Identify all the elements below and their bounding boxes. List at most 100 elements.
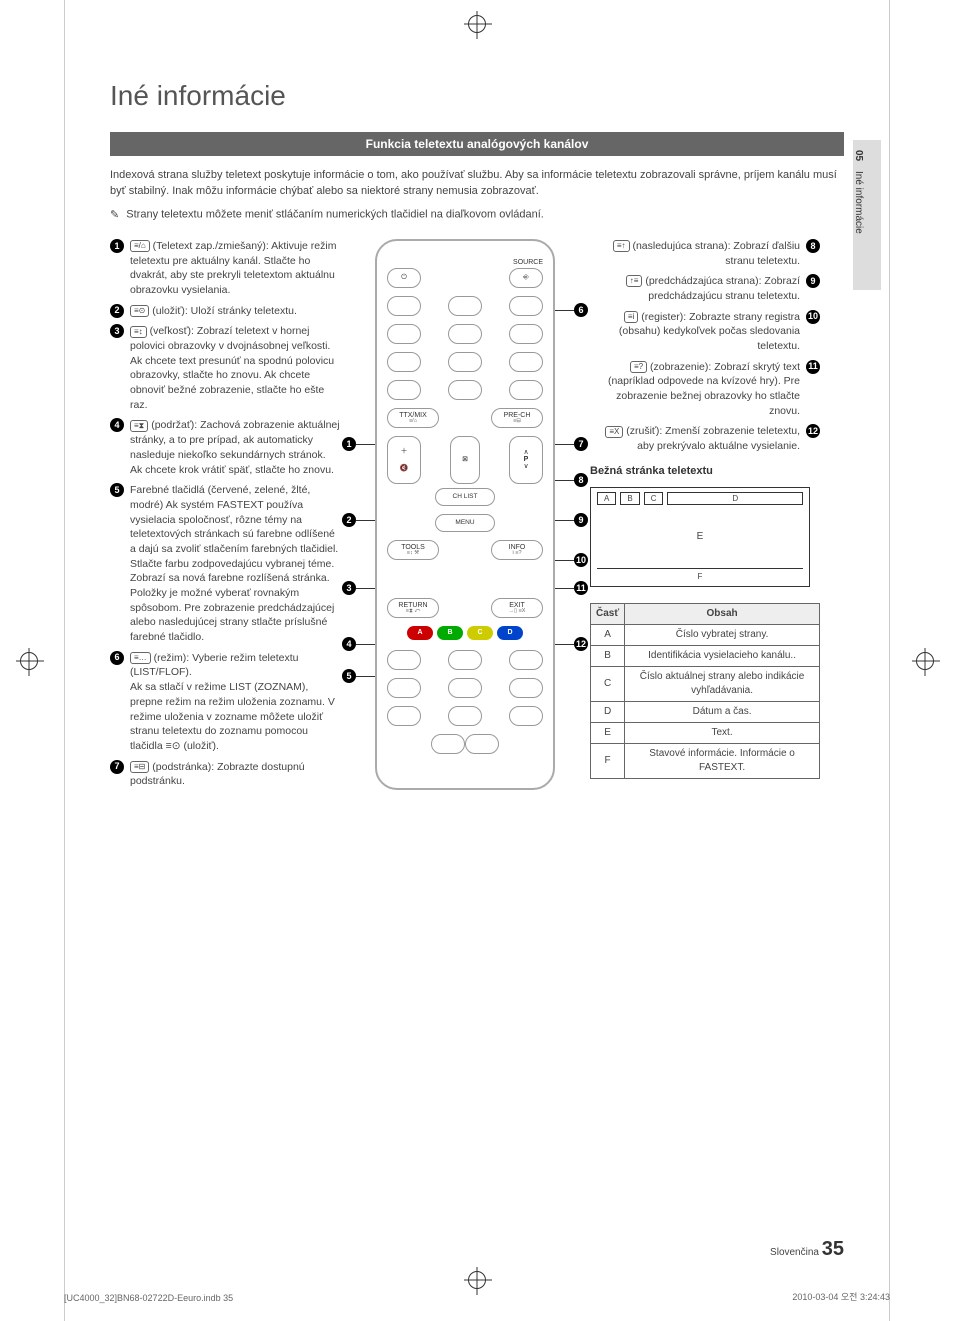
diagram-a: A xyxy=(597,492,616,505)
item-number: 9 xyxy=(806,274,820,288)
table-cell: D xyxy=(591,702,625,723)
table-cell: B xyxy=(591,646,625,667)
item-number: 12 xyxy=(806,424,820,438)
item-text: ≡/⌂ (Teletext zap./zmiešaný): Aktivuje r… xyxy=(130,239,340,298)
exit-button[interactable]: EXIT→▯ ≡X xyxy=(491,598,543,618)
num-button[interactable] xyxy=(448,380,482,400)
misc-button[interactable] xyxy=(509,650,543,670)
icon-box: ≡? xyxy=(630,361,647,373)
section-header: Funkcia teletextu analógových kanálov xyxy=(110,132,844,156)
registration-mark-top xyxy=(468,15,486,33)
item-text: ≡i (register): Zobrazte strany registra … xyxy=(590,310,800,354)
icon-box: ≡⧗ xyxy=(130,420,148,432)
volume-rocker[interactable]: ＋🔇 xyxy=(387,436,421,484)
num-button[interactable] xyxy=(387,296,421,316)
note-label: Strany teletextu môžete meniť stláčaním … xyxy=(126,208,544,220)
table-cell: Stavové informácie. Informácie o FASTEXT… xyxy=(625,744,820,779)
note-text: ✎ Strany teletextu môžete meniť stláčaní… xyxy=(110,208,844,221)
power-button[interactable]: ⏻ xyxy=(387,268,421,288)
misc-button[interactable] xyxy=(509,678,543,698)
color-button-yellow[interactable]: C xyxy=(467,626,493,640)
misc-button[interactable] xyxy=(387,706,421,726)
page-content: Iné informácie Funkcia teletextu analógo… xyxy=(110,80,844,1241)
callout-8: 8 xyxy=(574,473,588,487)
menu-button[interactable]: MENU xyxy=(435,514,495,532)
callout-2: 2 xyxy=(342,513,356,527)
icon-box: ≡↕ xyxy=(130,326,147,338)
color-button-blue[interactable]: D xyxy=(497,626,523,640)
tools-button[interactable]: TOOLS≡↕ ⚒ xyxy=(387,540,439,560)
pre-ch-button[interactable]: PRE-CH≡⊟ xyxy=(491,408,543,428)
print-meta-file: [UC4000_32]BN68-02722D-Eeuro.indb 35 xyxy=(64,1293,233,1303)
item-text: ≡? (zobrazenie): Zobrazí skrytý text (na… xyxy=(590,360,800,419)
info-button[interactable]: INFOi ≡? xyxy=(491,540,543,560)
callout-7: 7 xyxy=(574,437,588,451)
list-item: 3 ≡↕ (veľkosť): Zobrazí teletext v horne… xyxy=(110,324,340,412)
list-item: ≡? (zobrazenie): Zobrazí skrytý text (na… xyxy=(590,360,820,419)
channel-rocker[interactable]: ∧P∨ xyxy=(509,436,543,484)
callout-1: 1 xyxy=(342,437,356,451)
misc-button[interactable] xyxy=(387,650,421,670)
intro-text: Indexová strana služby teletext poskytuj… xyxy=(110,168,844,200)
num-button[interactable] xyxy=(509,380,543,400)
misc-button[interactable] xyxy=(465,734,499,754)
icon-box: ≡/⌂ xyxy=(130,240,150,252)
callout-9: 9 xyxy=(574,513,588,527)
item-number: 4 xyxy=(110,418,124,432)
mute-button[interactable]: ⊠ xyxy=(450,436,480,484)
item-number: 11 xyxy=(806,360,820,374)
callout-11: 11 xyxy=(574,581,588,595)
right-column: ≡↑ (nasledujúca strana): Zobrazí ďalšiu … xyxy=(590,239,820,795)
diagram-e: E xyxy=(697,530,704,544)
item-text: ≡X (zrušiť): Zmenší zobrazenie teletextu… xyxy=(590,424,800,453)
page-footer: Slovenčina 35 xyxy=(770,1238,844,1261)
list-item: 5 Farebné tlačidlá (červené, zelené, žlt… xyxy=(110,483,340,645)
item-text: ↑≡ (predchádzajúca strana): Zobrazí pred… xyxy=(590,274,800,303)
diagram-f: F xyxy=(597,568,803,582)
num-button[interactable] xyxy=(509,296,543,316)
num-button[interactable] xyxy=(387,324,421,344)
ttx-mix-button[interactable]: TTX/MIX≡/⌂ xyxy=(387,408,439,428)
color-button-green[interactable]: B xyxy=(437,626,463,640)
num-button[interactable] xyxy=(448,324,482,344)
chlist-button[interactable]: CH LIST xyxy=(435,488,495,506)
misc-button[interactable] xyxy=(448,678,482,698)
item-text: Farebné tlačidlá (červené, zelené, žlté,… xyxy=(130,483,340,645)
table-row: AČíslo vybratej strany. xyxy=(591,625,820,646)
list-item: ↑≡ (predchádzajúca strana): Zobrazí pred… xyxy=(590,274,820,303)
misc-button[interactable] xyxy=(448,650,482,670)
misc-button[interactable] xyxy=(431,734,465,754)
num-button[interactable] xyxy=(448,352,482,372)
table-row: FStavové informácie. Informácie o FASTEX… xyxy=(591,744,820,779)
num-button[interactable] xyxy=(387,352,421,372)
misc-button[interactable] xyxy=(509,706,543,726)
diagram-b: B xyxy=(620,492,639,505)
source-button[interactable]: ⎆ xyxy=(509,268,543,288)
icon-box: ≡⊙ xyxy=(130,305,149,317)
normal-page-heading: Bežná stránka teletextu xyxy=(590,464,820,479)
remote-control: SOURCE ⏻⎆ TTX/MIX≡/⌂ PRE-CH≡⊟ ＋🔇 ⊠ ∧P∨ C… xyxy=(375,239,555,790)
num-button[interactable] xyxy=(509,352,543,372)
num-button[interactable] xyxy=(387,380,421,400)
diagram-d: D xyxy=(667,492,803,505)
callout-6: 6 xyxy=(574,303,588,317)
item-text: ≡↕ (veľkosť): Zobrazí teletext v hornej … xyxy=(130,324,340,412)
misc-button[interactable] xyxy=(387,678,421,698)
list-item: ≡i (register): Zobrazte strany registra … xyxy=(590,310,820,354)
num-button[interactable] xyxy=(448,296,482,316)
callout-10: 10 xyxy=(574,553,588,567)
color-button-red[interactable]: A xyxy=(407,626,433,640)
table-row: BIdentifikácia vysielacieho kanálu.. xyxy=(591,646,820,667)
num-button[interactable] xyxy=(509,324,543,344)
item-number: 2 xyxy=(110,304,124,318)
item-number: 5 xyxy=(110,483,124,497)
misc-button[interactable] xyxy=(448,706,482,726)
list-item: 4 ≡⧗ (podržať): Zachová zobrazenie aktuá… xyxy=(110,418,340,477)
list-item: ≡↑ (nasledujúca strana): Zobrazí ďalšiu … xyxy=(590,239,820,268)
return-button[interactable]: RETURN≡⧗ ↶ xyxy=(387,598,439,618)
callout-4: 4 xyxy=(342,637,356,651)
callout-5: 5 xyxy=(342,669,356,683)
item-number: 8 xyxy=(806,239,820,253)
diagram-c: C xyxy=(644,492,664,505)
callout-12: 12 xyxy=(574,637,588,651)
